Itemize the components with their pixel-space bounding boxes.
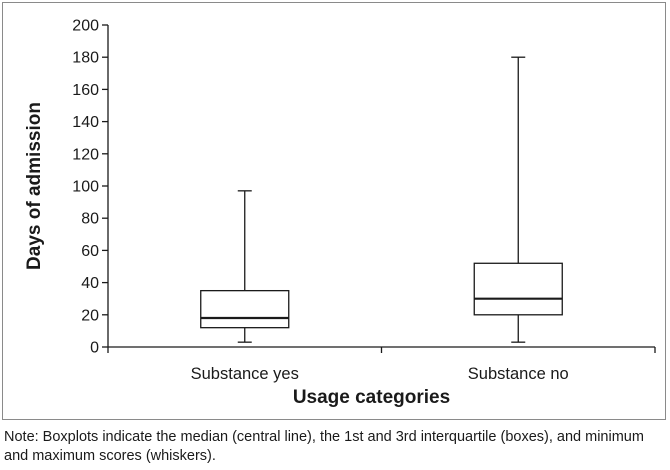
iqr-box bbox=[200, 289, 290, 329]
y-tick-label: 20 bbox=[81, 307, 99, 324]
y-tick-label: 100 bbox=[72, 179, 99, 196]
x-category-label: Substance no bbox=[468, 365, 569, 383]
y-axis-title: Days of admission bbox=[24, 102, 45, 270]
axes bbox=[107, 25, 656, 353]
y-tick-label: 120 bbox=[72, 146, 99, 163]
box-1 bbox=[200, 190, 290, 343]
y-tick-label: 200 bbox=[72, 18, 99, 35]
y-tick-label: 60 bbox=[81, 243, 99, 260]
x-category-label: Substance yes bbox=[191, 365, 299, 383]
x-axis-title: Usage categories bbox=[293, 387, 450, 408]
y-tick-label: 0 bbox=[90, 340, 99, 357]
iqr-box bbox=[473, 262, 563, 316]
box-2 bbox=[473, 56, 563, 343]
y-tick-label: 40 bbox=[81, 275, 99, 292]
y-tick-label: 140 bbox=[72, 114, 99, 131]
boxplot-chart: 0 20 40 60 80 100 120 140 160 180 200 Substance ye… bbox=[24, 18, 656, 408]
y-ticks: 0 20 40 60 80 100 120 140 160 180 200 bbox=[72, 18, 108, 357]
x-category-labels: Substance yes Substance no bbox=[191, 365, 569, 383]
chart-note: Note: Boxplots indicate the median (cent… bbox=[4, 429, 644, 464]
y-tick-label: 180 bbox=[72, 50, 99, 67]
y-tick-label: 80 bbox=[81, 211, 99, 228]
boxes bbox=[200, 56, 563, 343]
chart-frame bbox=[2, 2, 666, 420]
y-tick-label: 160 bbox=[72, 82, 99, 99]
